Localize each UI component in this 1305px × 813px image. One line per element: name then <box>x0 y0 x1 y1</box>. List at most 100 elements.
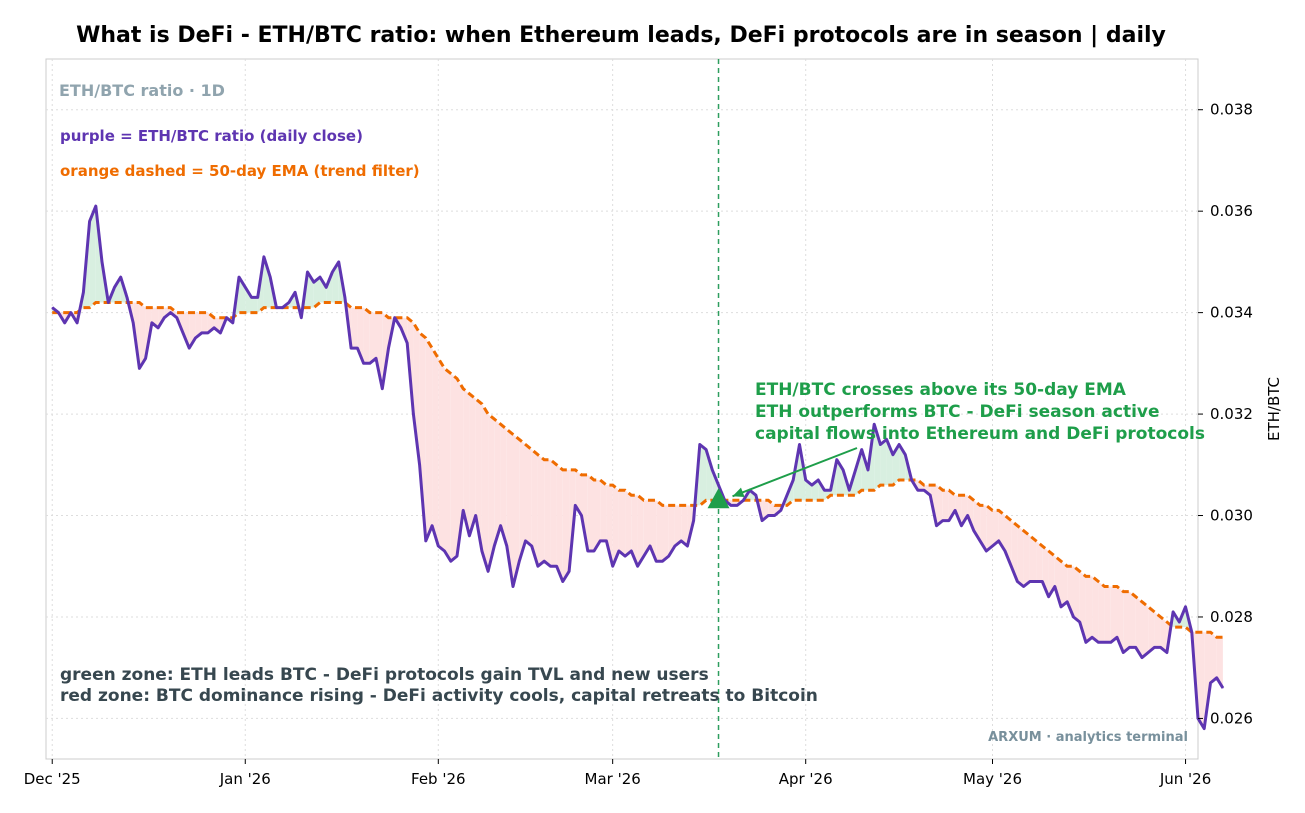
ratio-point <box>973 530 975 532</box>
red-zone-segment <box>1198 632 1205 729</box>
ratio-point <box>1104 641 1106 643</box>
ratio-point <box>375 357 377 359</box>
ratio-point <box>257 296 259 298</box>
ratio-point <box>556 565 558 567</box>
red-zone-segment <box>481 403 489 572</box>
red-zone-segment <box>980 505 987 551</box>
ratio-point <box>269 276 271 278</box>
ratio-point <box>898 444 900 445</box>
ratio-point <box>531 545 533 547</box>
ratio-point <box>207 332 209 334</box>
ratio-point <box>848 489 850 491</box>
ratio-point <box>1023 586 1025 587</box>
red-zone-segment <box>1054 556 1061 607</box>
red-zone-segment <box>637 495 644 567</box>
ratio-point <box>201 332 203 334</box>
red-zone-segment <box>961 495 968 526</box>
ratio-point <box>462 509 464 511</box>
red-zone-segment <box>1210 632 1217 683</box>
ratio-point <box>138 367 140 369</box>
red-zone-segment <box>1148 606 1155 653</box>
ratio-point <box>107 302 109 303</box>
ratio-point <box>823 489 825 491</box>
ratio-point <box>904 454 906 456</box>
ratio-point <box>132 322 134 324</box>
red-zone-segment <box>1204 632 1211 729</box>
red-zone-segment <box>674 505 682 546</box>
ratio-point <box>444 550 445 552</box>
ratio-point <box>693 520 695 522</box>
ratio-point <box>599 540 601 542</box>
y-tick-label: 0.028 <box>1210 608 1253 626</box>
green-zone-segment <box>114 277 121 303</box>
green-zone-segment <box>880 439 887 486</box>
red-zone-segment <box>1142 601 1149 658</box>
red-zone-segment <box>519 439 526 562</box>
ratio-point <box>1016 581 1018 582</box>
green-zone-segment <box>320 277 327 303</box>
green-zone-segment <box>706 449 713 501</box>
ratio-point <box>350 347 352 349</box>
ratio-point <box>475 515 477 516</box>
zone-fills <box>52 206 1223 729</box>
x-tick-label: May '26 <box>963 770 1022 788</box>
ratio-point <box>363 362 365 364</box>
red-zone-segment <box>594 480 601 551</box>
red-zone-segment <box>575 469 582 516</box>
ratio-point <box>95 205 97 207</box>
red-zone-segment <box>425 338 433 541</box>
red-zone-segment <box>550 459 557 567</box>
x-tick-label: Apr '26 <box>779 770 833 788</box>
ratio-point <box>226 317 228 319</box>
ratio-point <box>643 555 645 557</box>
ratio-point <box>780 509 782 511</box>
ratio-point <box>51 307 53 309</box>
red-zone-segment <box>183 312 190 349</box>
ratio-point <box>985 550 987 552</box>
red-zone-segment <box>562 469 570 582</box>
ratio-point <box>929 494 931 496</box>
ratio-point <box>506 545 508 547</box>
green-zone-segment <box>263 256 271 308</box>
ratio-point <box>568 570 570 572</box>
ratio-point <box>194 337 196 339</box>
y-tick-label: 0.032 <box>1210 405 1253 423</box>
red-zone-segment <box>936 485 943 526</box>
ratio-point <box>64 322 66 324</box>
ratio-point <box>1029 581 1031 582</box>
ratio-point <box>170 312 171 314</box>
red-zone-segment <box>1073 566 1080 622</box>
ratio-point <box>730 504 732 506</box>
red-zone-segment <box>537 454 545 567</box>
ratio-point <box>481 550 483 552</box>
ratio-point <box>1222 687 1224 689</box>
red-zone-segment <box>1017 525 1024 587</box>
red-zone-segment <box>631 495 638 567</box>
ratio-point <box>82 291 84 293</box>
red-zone-segment <box>363 307 370 364</box>
ratio-point <box>1172 611 1174 613</box>
callout-line-1: ETH/BTC crosses above its 50-day EMA <box>755 380 1127 400</box>
ratio-point <box>1048 596 1050 598</box>
ratio-point <box>251 296 252 298</box>
ratio-point <box>294 291 296 293</box>
ratio-point <box>163 317 165 319</box>
red-zone-segment <box>1135 596 1142 658</box>
red-zone-segment <box>525 444 532 546</box>
ratio-point <box>799 444 800 445</box>
ratio-point <box>923 489 925 491</box>
callout-line-2: ETH outperforms BTC - DeFi season active <box>755 402 1160 422</box>
ratio-point <box>101 261 103 263</box>
callout-arrow <box>732 447 858 498</box>
green-zone-segment <box>824 490 831 501</box>
ratio-point <box>1129 646 1130 648</box>
ratio-point <box>549 565 551 567</box>
ratio-point <box>356 347 358 349</box>
ratio-point <box>581 515 582 516</box>
ratio-point <box>668 555 670 557</box>
red-zone-segment <box>494 419 501 546</box>
red-zone-segment <box>1117 586 1124 653</box>
x-tick-label: Jun '26 <box>1159 770 1211 788</box>
ratio-point <box>637 565 639 567</box>
ratio-point <box>1160 646 1162 648</box>
